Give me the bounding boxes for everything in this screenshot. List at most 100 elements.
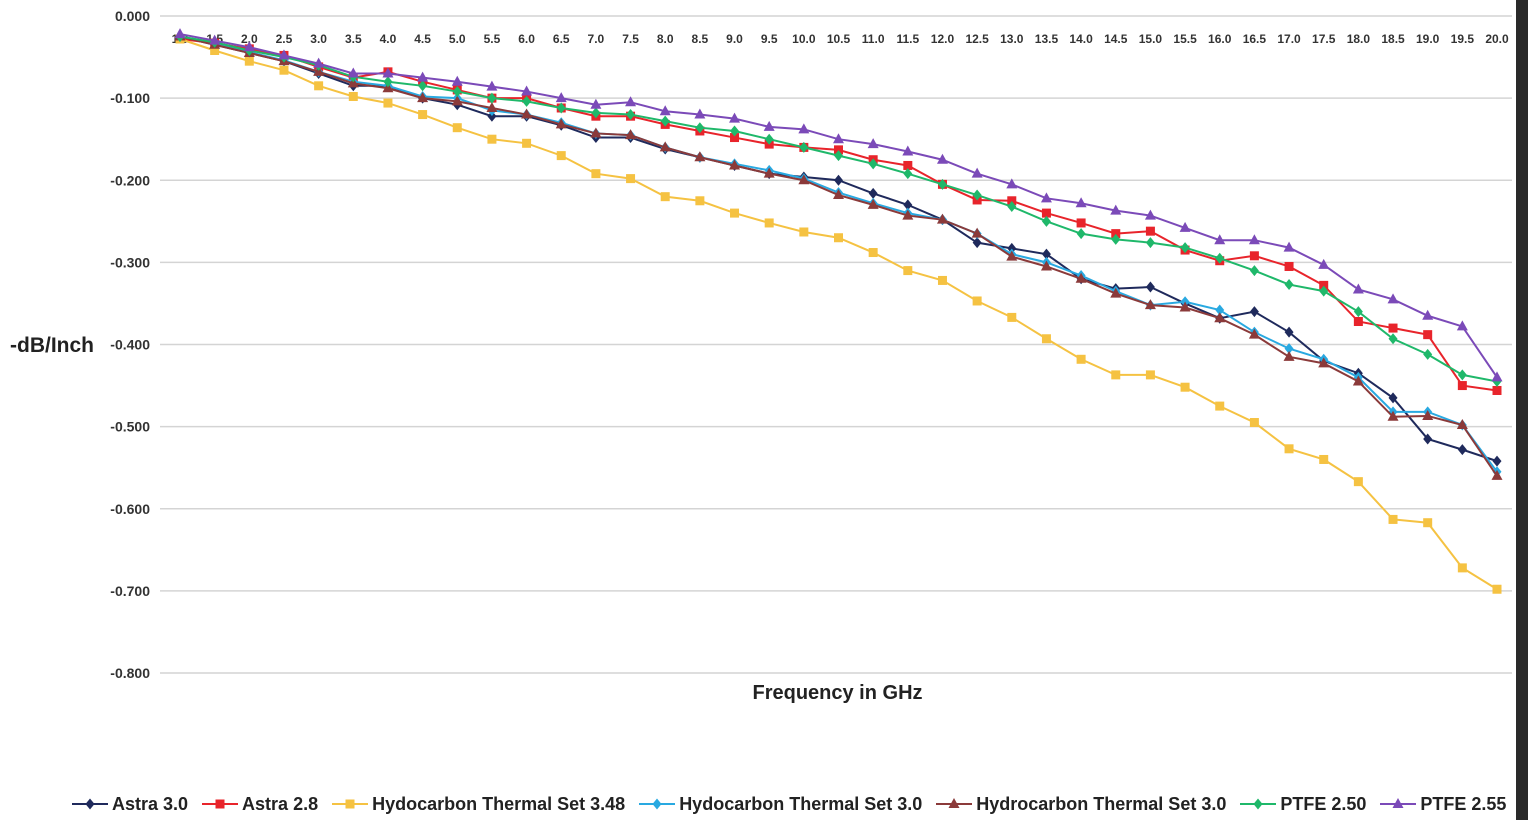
data-point (451, 75, 463, 86)
data-point (1283, 350, 1295, 361)
data-point (1145, 281, 1155, 293)
data-point (383, 98, 393, 108)
data-point (902, 209, 914, 220)
data-point (729, 112, 741, 123)
data-point (1111, 370, 1121, 380)
data-point (452, 123, 462, 133)
x-tick-label: 8.5 (692, 32, 709, 46)
x-tick-label: 16.5 (1243, 32, 1267, 46)
data-point (417, 92, 429, 103)
data-point (1319, 285, 1329, 297)
data-point (1492, 385, 1502, 395)
x-axis-label: Frequency in GHz (752, 682, 923, 704)
legend-swatch (202, 799, 239, 809)
data-point (660, 115, 670, 127)
x-tick-label: 6.0 (518, 32, 535, 46)
data-point (555, 92, 567, 103)
data-point (937, 275, 947, 285)
data-point (487, 92, 497, 104)
data-point (1457, 381, 1467, 391)
data-point (1319, 454, 1329, 464)
legend-item: Astra 2.8 (202, 794, 318, 815)
data-point (730, 133, 740, 143)
data-point (522, 138, 532, 148)
data-point (903, 168, 913, 180)
data-point (834, 174, 843, 186)
legend-item: PTFE 2.55 (1380, 794, 1506, 815)
data-point (834, 233, 843, 243)
data-point (382, 67, 394, 78)
series-line (179, 35, 1498, 477)
data-point (1041, 215, 1051, 227)
frame-border (1516, 0, 1528, 820)
x-tick-label: 4.5 (414, 32, 431, 46)
data-point (1492, 584, 1502, 594)
legend-swatch (1240, 798, 1277, 810)
data-point (730, 125, 740, 137)
data-point (1179, 221, 1191, 232)
data-point (1007, 201, 1017, 213)
data-point (660, 192, 670, 202)
data-point (1387, 293, 1399, 304)
y-tick-label: -0.200 (110, 172, 150, 188)
data-point (1041, 334, 1051, 344)
x-tick-label: 13.5 (1035, 32, 1059, 46)
data-point (174, 28, 186, 39)
data-point (486, 80, 498, 91)
data-point (1180, 242, 1190, 254)
data-point (1040, 260, 1052, 271)
data-point (834, 145, 843, 155)
data-point (867, 138, 879, 149)
data-point (1491, 469, 1503, 480)
x-tick-label: 11.5 (896, 32, 919, 46)
data-point (971, 227, 983, 238)
data-point (314, 81, 324, 91)
data-point (626, 174, 636, 184)
data-point (1388, 392, 1398, 404)
data-point (1423, 348, 1433, 360)
data-point (1353, 306, 1363, 318)
data-point (487, 110, 497, 122)
data-point (625, 129, 637, 140)
data-point (833, 189, 844, 200)
data-point (417, 71, 429, 82)
data-point (209, 34, 221, 45)
data-point (1388, 514, 1398, 524)
data-point (868, 158, 878, 170)
y-tick-label: -0.500 (110, 419, 150, 435)
x-tick-label: 19.5 (1451, 32, 1475, 46)
data-point (1388, 323, 1398, 333)
legend-item: PTFE 2.50 (1240, 794, 1366, 815)
x-tick-label: 17.5 (1312, 32, 1336, 46)
data-point (1283, 241, 1295, 252)
data-point (1110, 204, 1122, 215)
data-point (1007, 242, 1017, 254)
data-point (799, 141, 809, 153)
data-point (1179, 301, 1191, 312)
y-tick-label: -0.600 (110, 501, 150, 517)
x-tick-label: 3.0 (310, 32, 327, 46)
x-tick-label: 7.5 (622, 32, 639, 46)
data-point (972, 237, 982, 249)
data-point (1456, 320, 1468, 331)
data-point (1353, 477, 1363, 487)
data-point (1215, 401, 1225, 411)
x-tick-label: 19.0 (1416, 32, 1440, 46)
data-point (1249, 265, 1259, 277)
chart-legend: Astra 3.0 Astra 2.8 Hydocarbon Thermal Set… (72, 790, 1506, 818)
data-point (1111, 233, 1121, 245)
data-point (903, 266, 913, 276)
data-point (1144, 209, 1156, 220)
data-point (763, 120, 775, 131)
data-point (1284, 444, 1294, 454)
data-point (1180, 382, 1190, 392)
x-tick-label: 14.5 (1104, 32, 1128, 46)
data-point (1249, 251, 1259, 261)
data-point (1076, 218, 1086, 228)
data-point (418, 110, 428, 120)
data-point (1214, 234, 1226, 245)
data-point (591, 169, 601, 179)
legend-label: Astra 3.0 (112, 793, 189, 814)
data-point (937, 178, 947, 190)
data-point (521, 108, 533, 119)
